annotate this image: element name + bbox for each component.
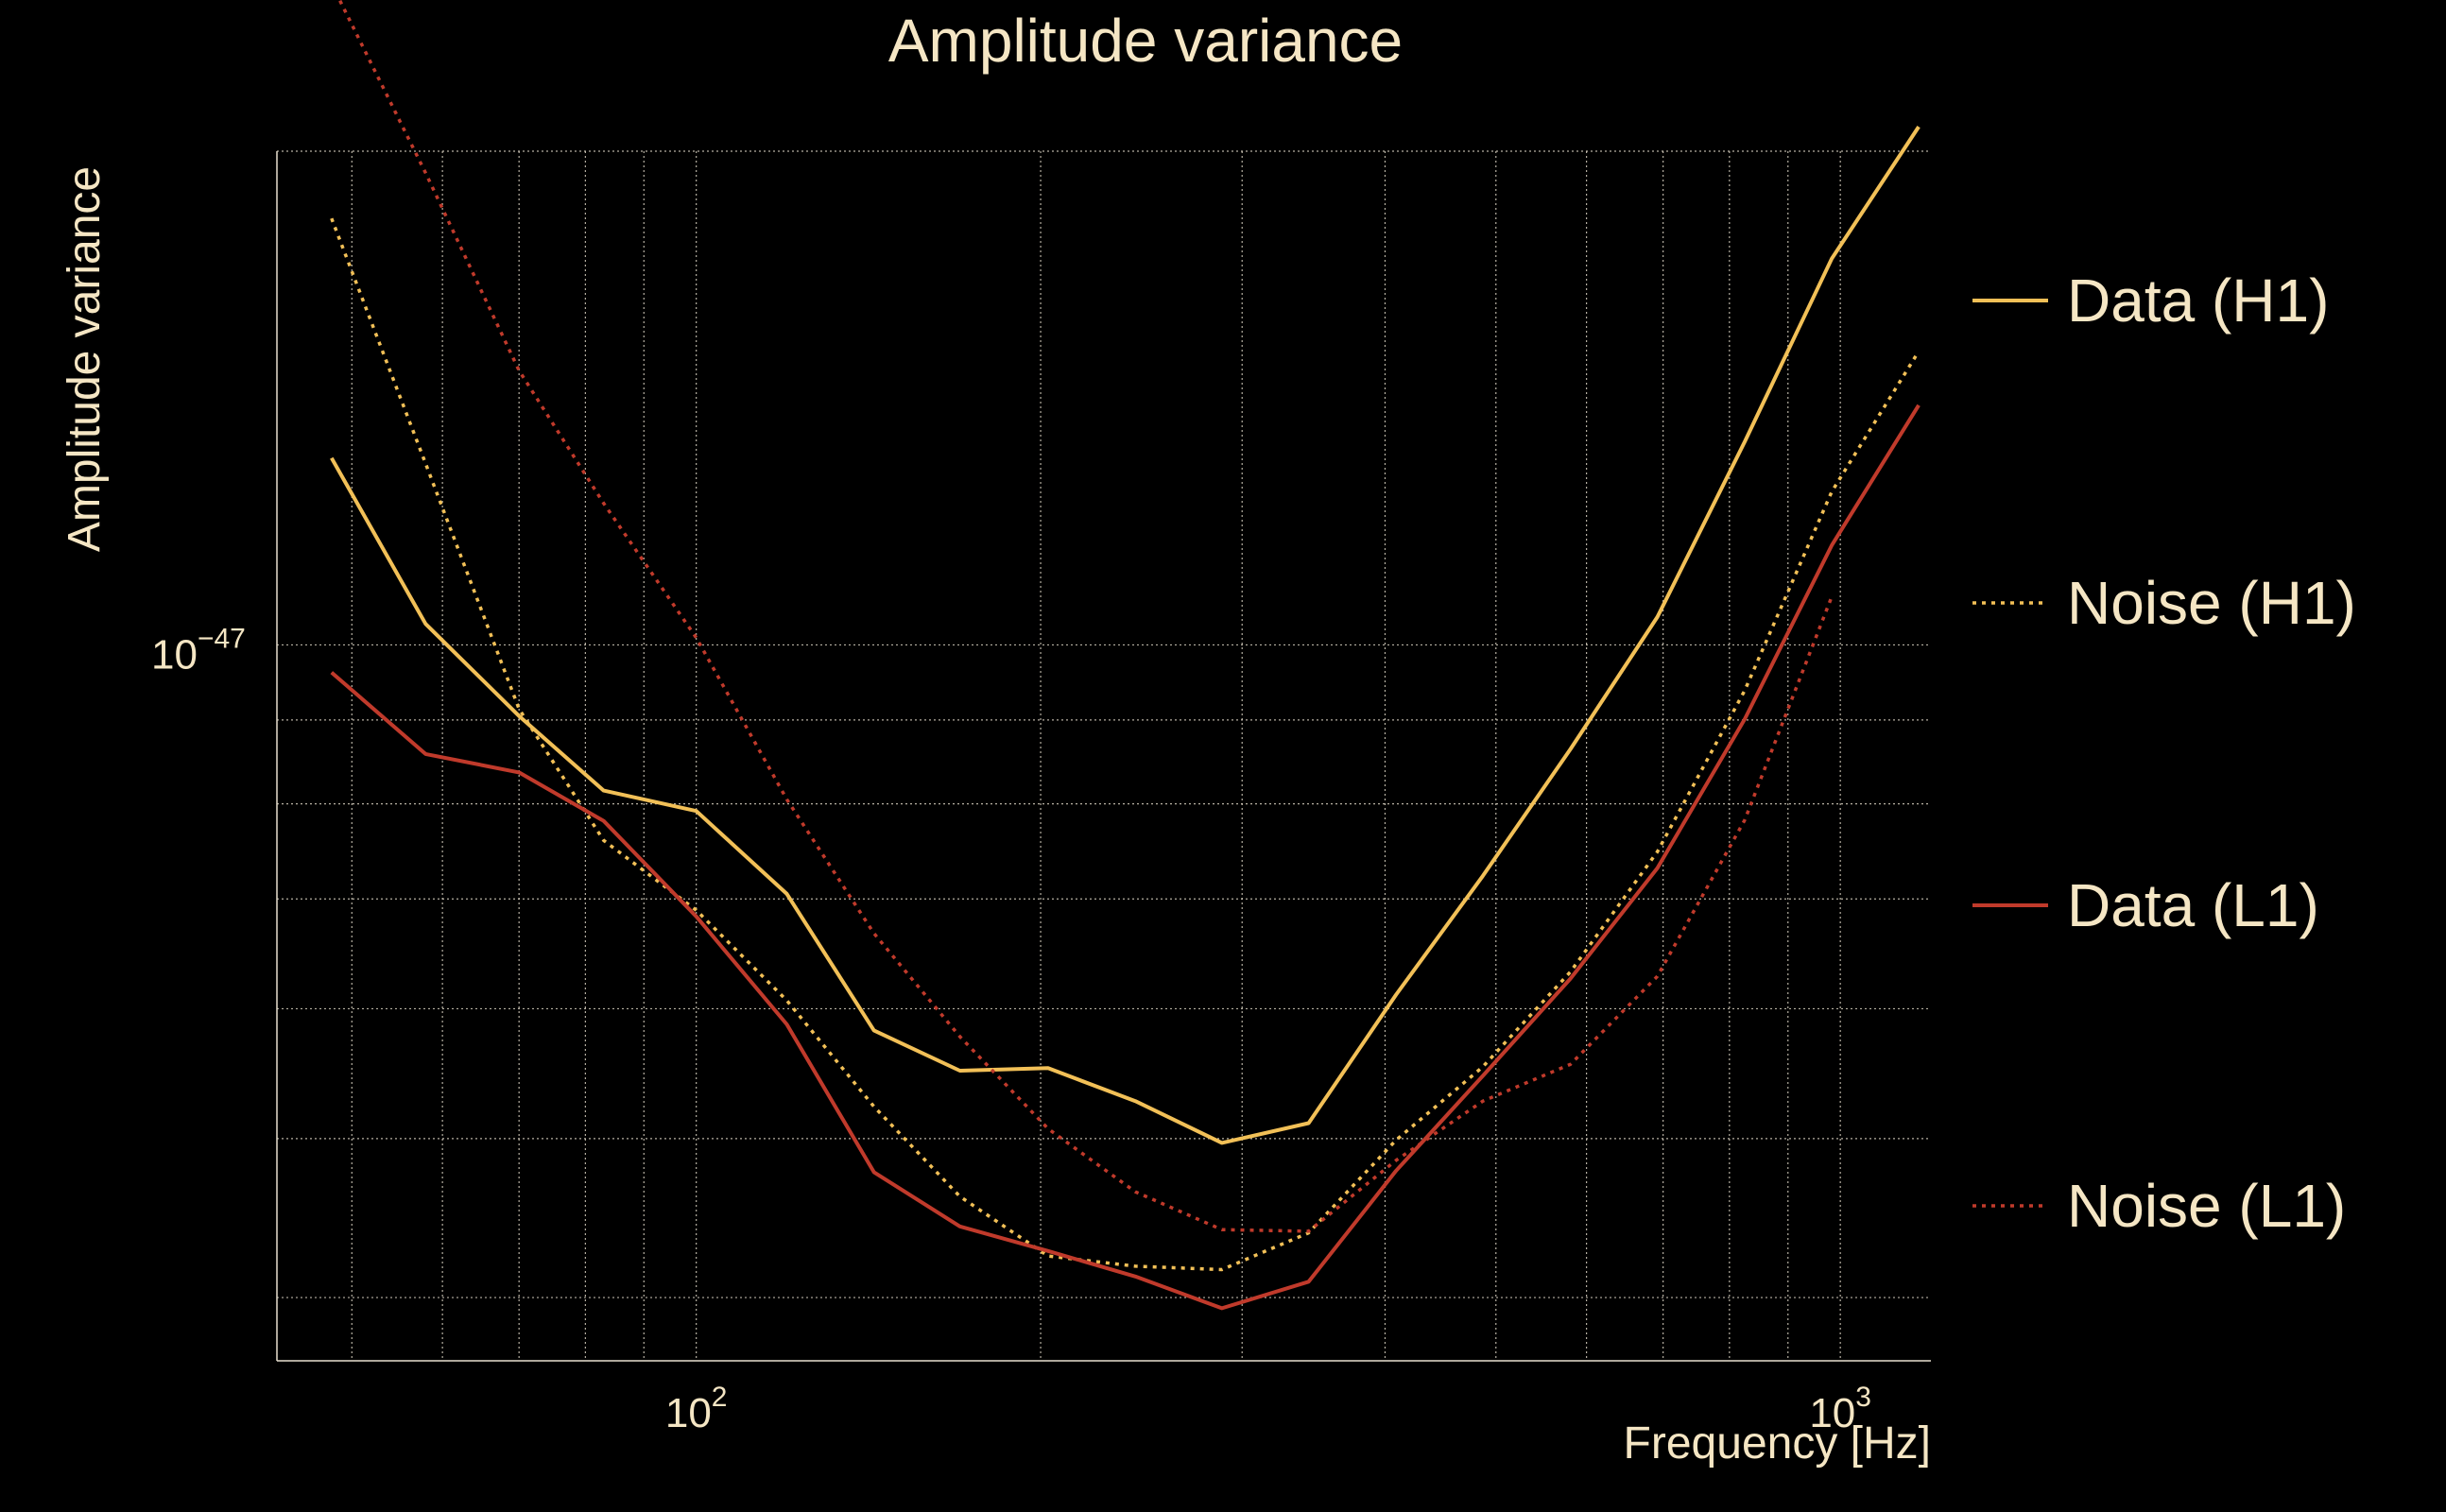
y-tick-label: 10−47 bbox=[151, 623, 246, 678]
legend-label-data-h1: Data (H1) bbox=[2067, 266, 2329, 335]
axes: 102 103 10−47 bbox=[151, 151, 1931, 1436]
chart-title: Amplitude variance bbox=[888, 7, 1403, 75]
series-line-data-h1 bbox=[330, 125, 1921, 1145]
legend: Data (H1) Noise (H1) Data (L1) Noise (L1) bbox=[1972, 266, 2356, 1240]
series-line-data-l1 bbox=[330, 404, 1921, 1311]
legend-label-noise-l1: Noise (L1) bbox=[2067, 1172, 2346, 1240]
legend-label-data-l1: Data (L1) bbox=[2067, 871, 2319, 939]
grid bbox=[277, 150, 1931, 1361]
legend-label-noise-h1: Noise (H1) bbox=[2067, 569, 2356, 637]
series-group bbox=[330, 0, 1921, 1311]
series-line-noise-h1 bbox=[330, 217, 1921, 1272]
y-axis-label: Amplitude variance bbox=[60, 166, 110, 552]
chart-text: Amplitude variance Amplitude variance Fr… bbox=[60, 7, 1931, 1469]
x-tick-label: 102 bbox=[665, 1382, 728, 1436]
x-axis-label: Frequency [Hz] bbox=[1624, 1418, 1931, 1469]
series-line-noise-l1 bbox=[337, 0, 1834, 1233]
x-tick-label: 103 bbox=[1809, 1382, 1871, 1436]
